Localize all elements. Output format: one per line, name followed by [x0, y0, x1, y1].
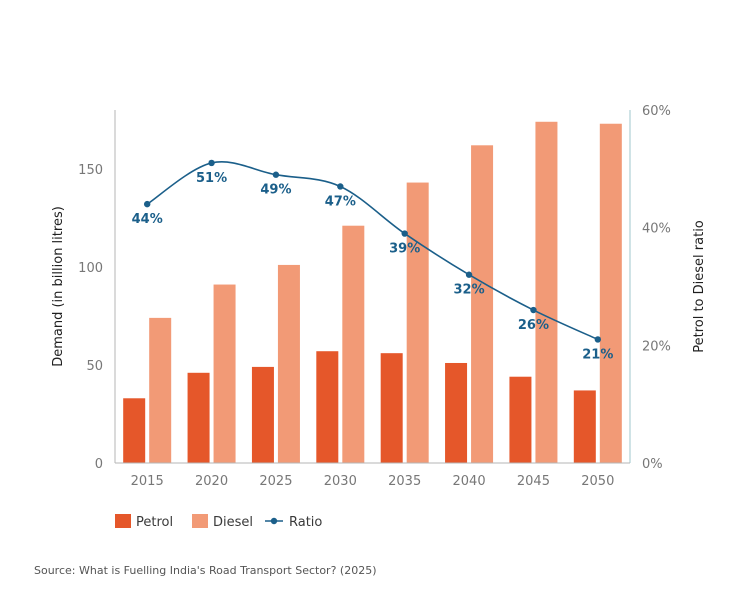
ratio-point-2025 — [272, 171, 280, 178]
ratio-data-label: 32% — [454, 283, 485, 298]
ratio-point-2050 — [594, 336, 602, 343]
bar-petrol-2015 — [123, 398, 146, 463]
y2-tick-label: 40% — [642, 222, 671, 237]
ratio-data-label: 49% — [260, 183, 291, 198]
ratio-point-2045 — [530, 306, 537, 314]
ratio-point-2030 — [337, 183, 344, 190]
bar-petrol-2040 — [445, 362, 468, 463]
y-tick-label: 150 — [78, 163, 103, 178]
y2-tick-label: 0% — [642, 457, 663, 472]
ratio-data-label: 21% — [582, 347, 613, 362]
x-tick-label: 2015 — [131, 474, 164, 489]
bar-diesel-2035 — [406, 182, 429, 464]
legend-petrol-label: Petrol — [136, 515, 173, 530]
y2-axis-title: Petrol to Diesel ratio — [692, 220, 707, 353]
bar-diesel-2015 — [149, 317, 172, 463]
x-tick-label: 2040 — [453, 474, 486, 489]
y-tick-label: 100 — [78, 261, 103, 276]
legend-ratio-marker — [270, 517, 278, 525]
bar-diesel-2030 — [342, 225, 365, 463]
ratio-point-2015 — [143, 200, 151, 208]
bar-diesel-2020 — [213, 284, 236, 463]
ratio-data-label: 26% — [518, 318, 549, 333]
bar-petrol-2045 — [509, 376, 532, 463]
bar-petrol-2025 — [251, 366, 274, 463]
bar-petrol-2030 — [316, 351, 339, 463]
x-tick-label: 2045 — [517, 474, 550, 489]
bar-diesel-2040 — [471, 145, 494, 464]
bar-diesel-2045 — [535, 121, 558, 464]
axes-group: 0 50 100 150 0% 20% 40% 60% 2015 2020 2025 2030 2035… — [51, 104, 707, 489]
y-tick-label: 50 — [86, 359, 103, 374]
bar-diesel-2025 — [277, 264, 300, 463]
bar-petrol-2050 — [573, 390, 596, 463]
y2-tick-label: 20% — [642, 339, 671, 354]
ratio-line — [146, 161, 599, 341]
legend-diesel-label: Diesel — [213, 515, 253, 530]
ratio-point-2040 — [465, 271, 473, 278]
x-tick-label: 2035 — [388, 474, 421, 489]
bar-diesel-2050 — [599, 123, 622, 463]
legend-ratio-label: Ratio — [289, 515, 322, 530]
x-tick-label: 2050 — [581, 474, 614, 489]
legend: Petrol Diesel Ratio — [115, 514, 322, 530]
line-group: 44% 51% 49% 47% 39% 32% 26% 21% — [132, 159, 613, 362]
x-tick-label: 2030 — [324, 474, 357, 489]
legend-petrol-swatch — [115, 514, 131, 528]
y-axis-title: Demand (in billion litres) — [51, 206, 66, 367]
ratio-point-2035 — [401, 230, 408, 237]
y-tick-label: 0 — [95, 457, 103, 472]
ratio-data-label: 44% — [132, 212, 163, 227]
y2-tick-label: 60% — [642, 104, 671, 119]
ratio-point-2020 — [208, 159, 215, 167]
x-tick-label: 2025 — [259, 474, 292, 489]
x-tick-label: 2020 — [195, 474, 228, 489]
source-note: Source: What is Fuelling India's Road Tr… — [34, 564, 377, 577]
bars-group — [123, 121, 622, 464]
bar-petrol-2035 — [380, 353, 403, 463]
legend-diesel-swatch — [192, 514, 208, 528]
ratio-data-label: 39% — [389, 242, 420, 257]
ratio-data-label: 47% — [325, 194, 356, 209]
bar-petrol-2020 — [187, 372, 210, 463]
ratio-data-label: 51% — [196, 171, 227, 186]
